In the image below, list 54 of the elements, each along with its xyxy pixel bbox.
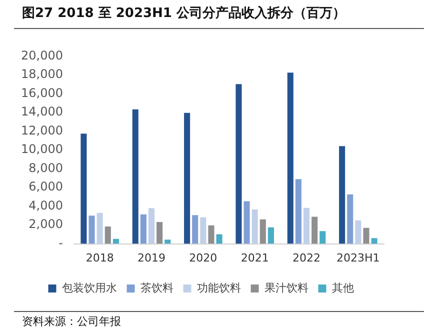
bar: [200, 217, 206, 244]
bar: [371, 238, 378, 244]
bar: [216, 234, 222, 244]
y-tick-label: 8,000: [28, 160, 63, 175]
y-tick-label: 10,000: [20, 142, 63, 156]
chart-title: 图27 2018 至 2023H1 公司分产品收入拆分（百万）: [22, 4, 346, 22]
bar: [236, 84, 242, 244]
bar: [287, 72, 294, 244]
x-tick-label: 2019: [137, 251, 166, 264]
bar: [156, 222, 163, 244]
x-tick-label: 2022: [292, 251, 320, 264]
bar: [88, 216, 95, 244]
bar: [268, 227, 274, 244]
bar: [140, 214, 146, 244]
y-tick-label: 16,000: [20, 86, 63, 100]
bar: [132, 109, 138, 244]
bar: [320, 231, 326, 244]
x-tick-label: 2018: [86, 251, 114, 264]
bar: [104, 226, 111, 244]
bar: [148, 208, 155, 244]
text: 资料来源：公司年报: [22, 314, 121, 329]
y-tick-label: 2,000: [28, 217, 63, 232]
y-tick-label: 14,000: [20, 104, 63, 119]
x-tick-label: 2021: [240, 251, 269, 264]
x-tick-label: 2023H1: [336, 251, 380, 264]
y-tick-label: 12,000: [20, 123, 63, 138]
x-tick-label: 2020: [189, 251, 218, 264]
bar: [192, 215, 198, 244]
y-tick-label: -: [58, 236, 63, 250]
legend-label: 包装饮用水: [62, 281, 117, 294]
bar: [355, 220, 362, 244]
bar: [312, 216, 318, 244]
legend-label: 其他: [332, 281, 354, 294]
y-tick-label: 18,000: [20, 67, 63, 82]
legend-label: 茶饮料: [140, 281, 174, 294]
legend-label: 功能饮料: [196, 281, 241, 294]
bar: [208, 225, 214, 244]
bar: [80, 134, 87, 244]
bar: [303, 208, 310, 244]
bar: [260, 219, 266, 244]
y-tick-label: 6,000: [28, 180, 63, 194]
legend-label: 果汁饮料: [264, 281, 308, 294]
bar: [252, 209, 258, 244]
y-tick-label: 4,000: [28, 198, 63, 212]
bar: [339, 146, 346, 244]
y-tick-label: 20,000: [20, 48, 63, 62]
bar: [184, 112, 190, 244]
bar: [244, 201, 250, 244]
bar: [295, 179, 302, 244]
bar: [347, 194, 354, 244]
bar: [112, 238, 119, 244]
bar: [363, 228, 370, 244]
bar: [96, 212, 103, 244]
bar: [164, 240, 171, 244]
